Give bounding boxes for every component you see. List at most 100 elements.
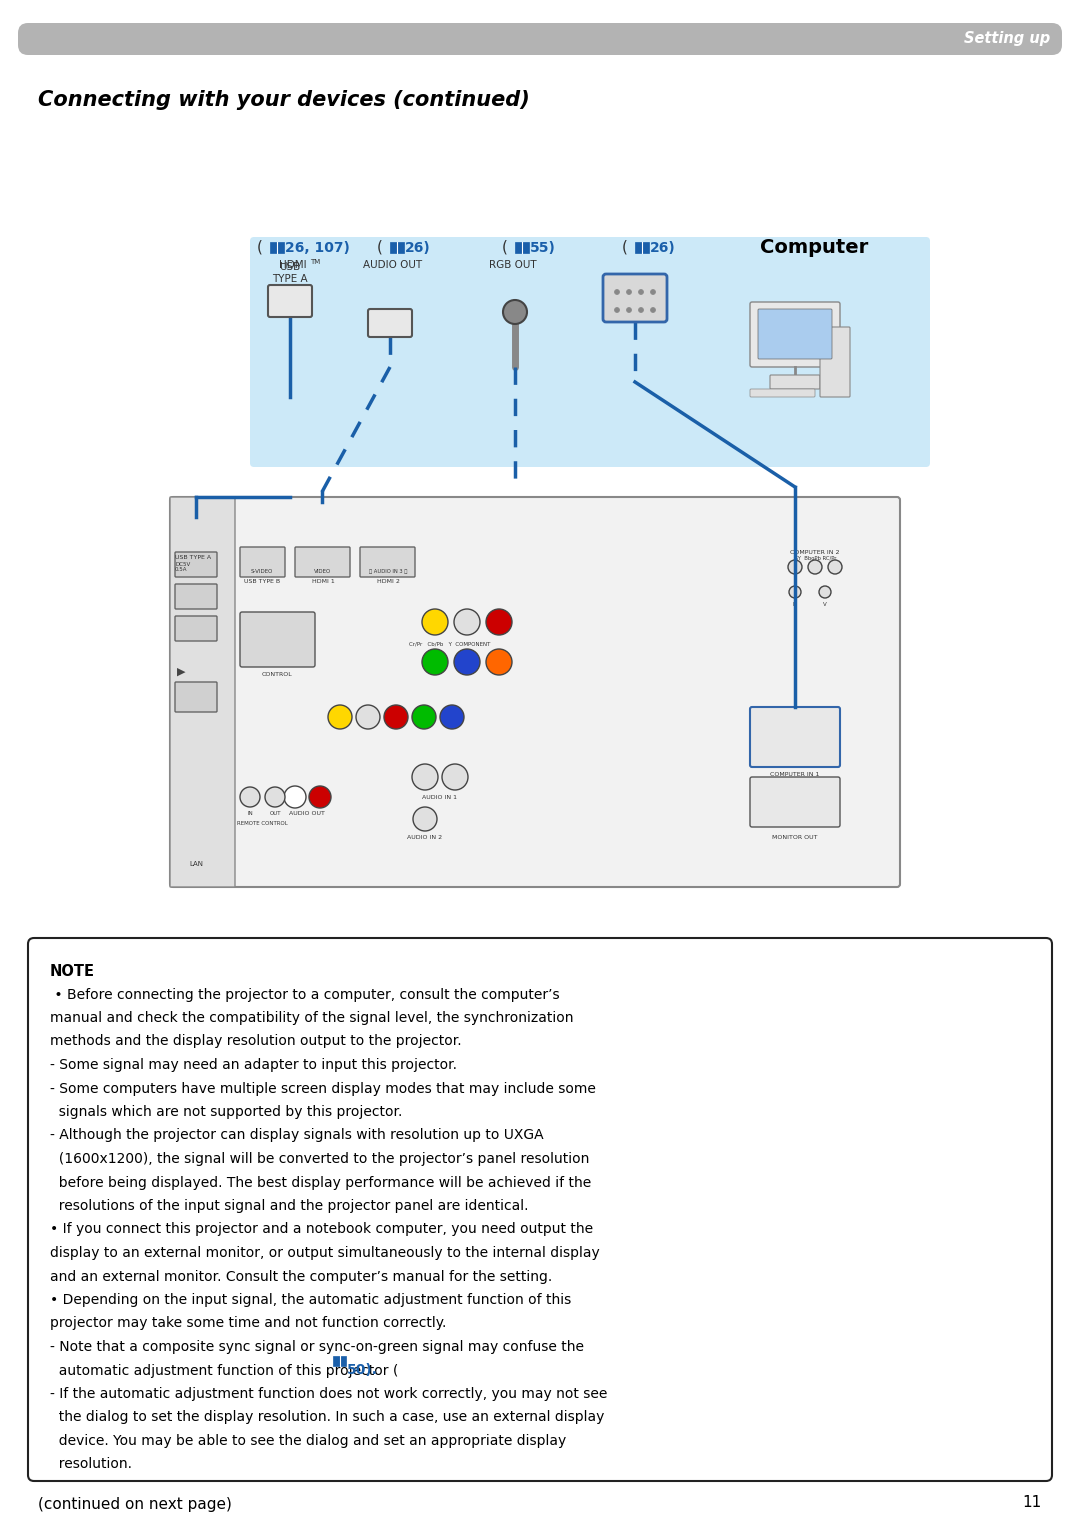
FancyBboxPatch shape — [820, 326, 850, 397]
FancyBboxPatch shape — [175, 616, 217, 640]
Text: and an external monitor. Consult the computer’s manual for the setting.: and an external monitor. Consult the com… — [50, 1270, 552, 1284]
Text: H: H — [793, 602, 797, 607]
Text: AUDIO IN 1: AUDIO IN 1 — [422, 795, 458, 800]
FancyBboxPatch shape — [390, 242, 404, 253]
Text: AUDIO OUT: AUDIO OUT — [289, 810, 325, 817]
Text: 26, 107): 26, 107) — [285, 241, 350, 254]
FancyBboxPatch shape — [360, 547, 415, 578]
Circle shape — [615, 308, 620, 313]
Text: signals which are not supported by this projector.: signals which are not supported by this … — [50, 1105, 403, 1118]
FancyBboxPatch shape — [175, 552, 217, 578]
Text: V: V — [823, 602, 827, 607]
Circle shape — [638, 290, 644, 294]
Text: (: ( — [257, 241, 264, 254]
Text: AUDIO IN 2: AUDIO IN 2 — [407, 835, 443, 840]
Text: before being displayed. The best display performance will be achieved if the: before being displayed. The best display… — [50, 1175, 591, 1189]
Text: 0.5A: 0.5A — [175, 567, 188, 571]
Circle shape — [265, 787, 285, 807]
Circle shape — [626, 290, 632, 294]
Circle shape — [454, 610, 480, 634]
Circle shape — [808, 561, 822, 574]
Text: Computer: Computer — [760, 237, 868, 257]
FancyBboxPatch shape — [635, 242, 649, 253]
FancyBboxPatch shape — [240, 547, 285, 578]
Circle shape — [411, 764, 438, 791]
Circle shape — [650, 308, 656, 313]
FancyBboxPatch shape — [758, 309, 832, 358]
Circle shape — [422, 650, 448, 676]
FancyBboxPatch shape — [750, 777, 840, 827]
Text: 11: 11 — [1023, 1495, 1042, 1511]
Text: Ⓛ AUDIO IN 3 Ⓡ: Ⓛ AUDIO IN 3 Ⓡ — [368, 568, 407, 574]
FancyBboxPatch shape — [368, 309, 411, 337]
Text: projector may take some time and not function correctly.: projector may take some time and not fun… — [50, 1316, 446, 1330]
FancyBboxPatch shape — [750, 389, 815, 397]
Circle shape — [638, 308, 644, 313]
Circle shape — [240, 787, 260, 807]
Text: HDMI 1: HDMI 1 — [312, 579, 335, 584]
Text: automatic adjustment function of this projector (: automatic adjustment function of this pr… — [50, 1363, 399, 1377]
Text: 50).: 50). — [347, 1363, 378, 1377]
Text: (: ( — [622, 241, 627, 254]
FancyBboxPatch shape — [750, 706, 840, 768]
Circle shape — [626, 308, 632, 313]
Text: REMOTE CONTROL: REMOTE CONTROL — [237, 821, 287, 826]
FancyBboxPatch shape — [28, 938, 1052, 1481]
Text: manual and check the compatibility of the signal level, the synchronization: manual and check the compatibility of th… — [50, 1011, 573, 1025]
Circle shape — [309, 786, 330, 807]
Text: resolution.: resolution. — [50, 1457, 132, 1472]
FancyBboxPatch shape — [750, 302, 840, 368]
Circle shape — [788, 561, 802, 574]
Text: 26): 26) — [650, 241, 676, 254]
Text: - If the automatic adjustment function does not work correctly, you may not see: - If the automatic adjustment function d… — [50, 1386, 607, 1400]
Text: LAN: LAN — [189, 861, 203, 867]
Text: - Note that a composite sync signal or sync-on-green signal may confuse the: - Note that a composite sync signal or s… — [50, 1340, 584, 1354]
Text: methods and the display resolution output to the projector.: methods and the display resolution outpu… — [50, 1034, 461, 1048]
FancyBboxPatch shape — [770, 375, 820, 389]
Text: Setting up: Setting up — [963, 32, 1050, 46]
Circle shape — [650, 290, 656, 294]
Text: TM: TM — [310, 259, 321, 265]
Circle shape — [411, 705, 436, 729]
Text: • Before connecting the projector to a computer, consult the computer’s: • Before connecting the projector to a c… — [50, 988, 559, 1002]
Text: NOTE: NOTE — [50, 964, 95, 979]
Text: resolutions of the input signal and the projector panel are identical.: resolutions of the input signal and the … — [50, 1200, 528, 1213]
Circle shape — [328, 705, 352, 729]
Text: ▶: ▶ — [177, 666, 186, 677]
Text: MONITOR OUT: MONITOR OUT — [772, 835, 818, 840]
Circle shape — [486, 610, 512, 634]
Text: the dialog to set the display resolution. In such a case, use an external displa: the dialog to set the display resolution… — [50, 1411, 605, 1425]
FancyBboxPatch shape — [249, 237, 930, 467]
Text: AUDIO OUT: AUDIO OUT — [364, 260, 422, 270]
FancyBboxPatch shape — [515, 242, 529, 253]
Text: COMPUTER IN 2: COMPUTER IN 2 — [791, 550, 840, 555]
FancyBboxPatch shape — [170, 496, 235, 887]
Circle shape — [413, 807, 437, 830]
Circle shape — [828, 561, 842, 574]
FancyBboxPatch shape — [170, 496, 900, 887]
Text: - Although the projector can display signals with resolution up to UXGA: - Although the projector can display sig… — [50, 1129, 543, 1143]
Text: device. You may be able to see the dialog and set an appropriate display: device. You may be able to see the dialo… — [50, 1434, 566, 1448]
Text: USB TYPE B: USB TYPE B — [244, 579, 280, 584]
Circle shape — [284, 786, 306, 807]
Text: • Depending on the input signal, the automatic adjustment function of this: • Depending on the input signal, the aut… — [50, 1293, 571, 1307]
Text: RGB OUT: RGB OUT — [489, 260, 537, 270]
Circle shape — [486, 650, 512, 676]
Circle shape — [503, 300, 527, 323]
FancyBboxPatch shape — [268, 285, 312, 317]
Text: - Some signal may need an adapter to input this projector.: - Some signal may need an adapter to inp… — [50, 1059, 457, 1072]
FancyBboxPatch shape — [295, 547, 350, 578]
Text: 55): 55) — [530, 241, 556, 254]
Text: 26): 26) — [405, 241, 431, 254]
Text: (1600x1200), the signal will be converted to the projector’s panel resolution: (1600x1200), the signal will be converte… — [50, 1152, 590, 1166]
Text: IN: IN — [247, 810, 253, 817]
Text: HDMI 2: HDMI 2 — [377, 579, 400, 584]
FancyBboxPatch shape — [603, 274, 667, 322]
Circle shape — [454, 650, 480, 676]
FancyBboxPatch shape — [333, 1356, 346, 1365]
Text: DC5V: DC5V — [175, 562, 190, 567]
Text: COMPUTER IN 1: COMPUTER IN 1 — [770, 772, 820, 777]
Text: • If you connect this projector and a notebook computer, you need output the: • If you connect this projector and a no… — [50, 1223, 593, 1236]
Text: - Some computers have multiple screen display modes that may include some: - Some computers have multiple screen di… — [50, 1082, 596, 1095]
Text: OUT: OUT — [269, 810, 281, 817]
